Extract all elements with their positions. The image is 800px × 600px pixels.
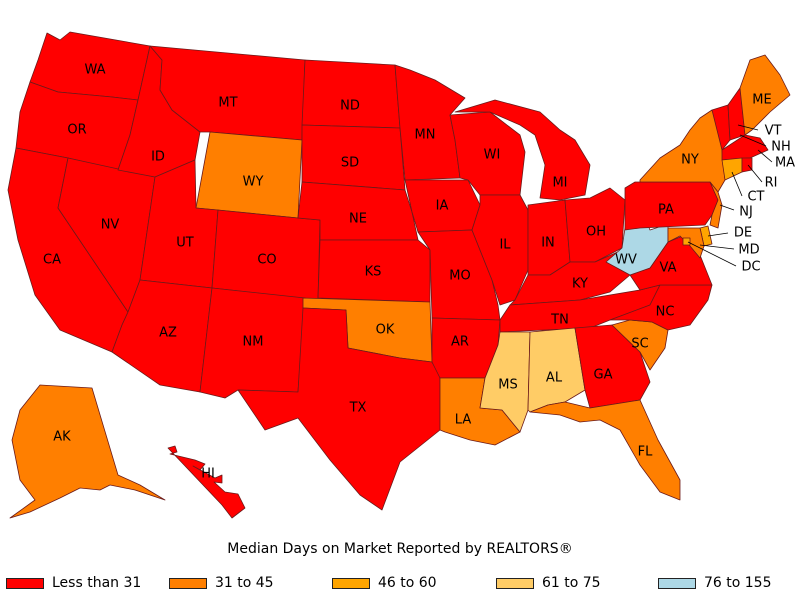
- legend-label: Less than 31: [52, 575, 142, 591]
- state-NY[interactable]: [639, 109, 726, 193]
- label-MT: MT: [218, 96, 237, 111]
- label-SD: SD: [341, 156, 359, 171]
- label-WV: WV: [615, 253, 637, 268]
- legend-item: 76 to 155: [658, 573, 772, 593]
- legend-swatch: [332, 577, 370, 589]
- legend-swatch: [6, 577, 44, 589]
- state-CT[interactable]: [721, 157, 743, 181]
- legend-swatch: [169, 577, 207, 589]
- state-FL[interactable]: [529, 399, 681, 501]
- label-UT: UT: [176, 236, 194, 251]
- label-WY: WY: [243, 175, 264, 190]
- map-caption: Median Days on Market Reported by REALTO…: [227, 541, 573, 557]
- label-CA: CA: [43, 253, 61, 268]
- state-labels: WA OR CA NV ID MT WY UT CO AZ NM ND SD N…: [43, 63, 795, 482]
- label-NC: NC: [656, 305, 675, 320]
- label-NE: NE: [349, 212, 367, 227]
- state-TX[interactable]: [237, 307, 441, 511]
- state-AK[interactable]: [9, 384, 166, 519]
- legend-label: 61 to 75: [542, 575, 601, 591]
- legend-label: 46 to 60: [378, 575, 437, 591]
- state-NC[interactable]: [609, 284, 713, 331]
- state-IL[interactable]: [471, 194, 529, 306]
- legend-swatch: [496, 577, 534, 589]
- label-IL: IL: [499, 238, 511, 253]
- legend-label: 31 to 45: [215, 575, 274, 591]
- label-OH: OH: [586, 225, 606, 240]
- label-TN: TN: [550, 313, 569, 328]
- label-RI: RI: [765, 176, 778, 191]
- label-ND: ND: [340, 99, 360, 114]
- label-MO: MO: [449, 269, 470, 284]
- label-NM: NM: [243, 335, 264, 350]
- label-GA: GA: [594, 368, 613, 383]
- label-MD: MD: [738, 243, 759, 258]
- legend-item: 31 to 45: [169, 573, 274, 593]
- label-MS: MS: [498, 378, 517, 393]
- legend-label: 76 to 155: [704, 575, 772, 591]
- label-NV: NV: [101, 218, 120, 233]
- label-WA: WA: [84, 63, 105, 78]
- state-MI[interactable]: [454, 99, 591, 201]
- state-NJ[interactable]: [709, 181, 723, 229]
- label-NJ: NJ: [739, 205, 753, 220]
- label-DE: DE: [734, 226, 752, 241]
- label-ID: ID: [151, 150, 165, 165]
- state-ND[interactable]: [301, 59, 401, 129]
- label-NH: NH: [771, 140, 791, 155]
- label-LA: LA: [455, 413, 472, 428]
- legend-item: Less than 31: [6, 573, 141, 593]
- label-VA: VA: [660, 261, 677, 276]
- label-NY: NY: [681, 153, 699, 168]
- label-MA: MA: [775, 156, 795, 171]
- state-ME[interactable]: [739, 54, 791, 136]
- label-ME: ME: [752, 93, 771, 108]
- state-KS[interactable]: [317, 239, 431, 303]
- label-OR: OR: [67, 123, 86, 138]
- label-FL: FL: [638, 445, 653, 460]
- leader-lines: [687, 124, 773, 267]
- legend-swatch: [658, 577, 696, 589]
- state-HI[interactable]: [167, 445, 246, 519]
- label-PA: PA: [658, 203, 674, 218]
- legend-item: 61 to 75: [496, 573, 601, 593]
- label-CT: CT: [747, 190, 764, 205]
- state-MD[interactable]: [667, 227, 705, 259]
- label-TX: TX: [349, 401, 367, 416]
- label-MI: MI: [552, 176, 567, 191]
- label-MN: MN: [415, 128, 436, 143]
- label-AZ: AZ: [159, 326, 177, 341]
- label-WI: WI: [484, 148, 501, 163]
- label-KS: KS: [365, 265, 382, 280]
- state-DC[interactable]: [682, 237, 691, 246]
- label-AK: AK: [53, 430, 71, 445]
- us-map: WA OR CA NV ID MT WY UT CO AZ NM ND SD N…: [7, 31, 795, 519]
- label-AR: AR: [451, 335, 469, 350]
- label-KY: KY: [572, 277, 588, 292]
- label-OK: OK: [376, 323, 395, 338]
- label-DC: DC: [741, 260, 760, 275]
- state-RI[interactable]: [741, 157, 753, 173]
- label-IN: IN: [541, 236, 555, 251]
- label-VT: VT: [765, 124, 782, 139]
- label-IA: IA: [436, 199, 449, 214]
- legend-item: 46 to 60: [332, 573, 437, 593]
- legend: Less than 31 31 to 45 46 to 60 61 to 75 …: [6, 573, 800, 593]
- label-AL: AL: [546, 371, 563, 386]
- label-CO: CO: [257, 253, 276, 268]
- label-SC: SC: [631, 337, 648, 352]
- label-HI: HI: [201, 467, 215, 482]
